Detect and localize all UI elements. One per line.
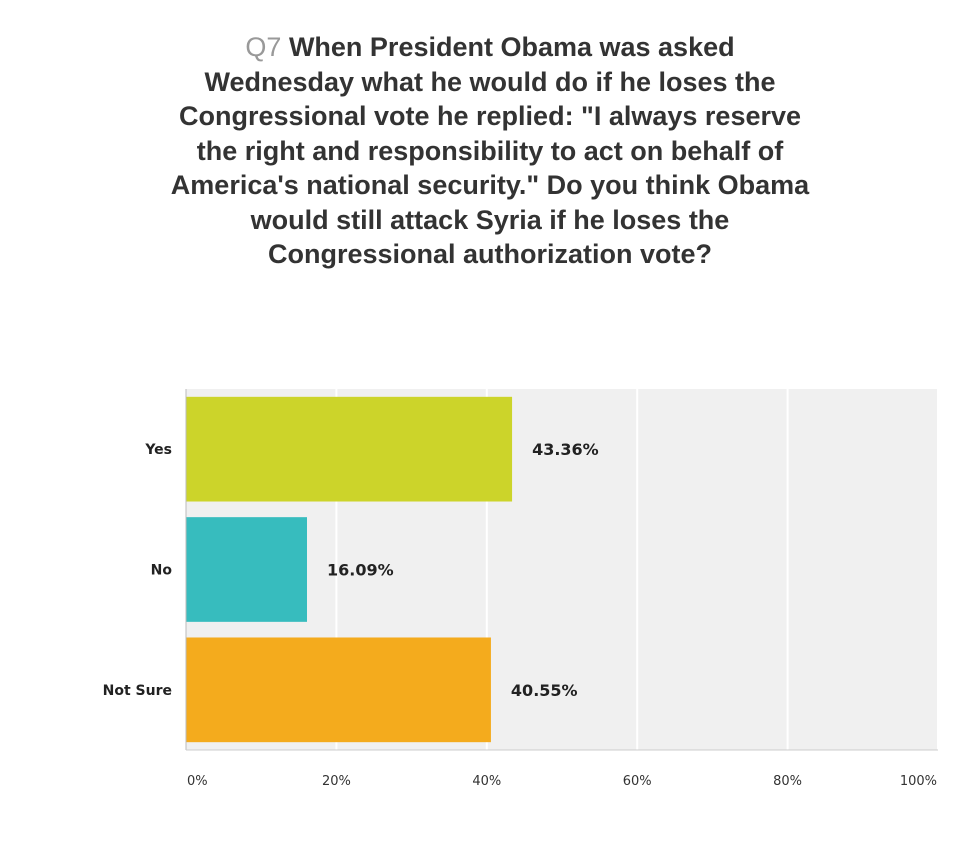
x-tick-label: 80% bbox=[773, 774, 802, 789]
question-title: Q7 When President Obama was asked Wednes… bbox=[170, 30, 810, 272]
x-tick-labels: 0% 20% 40% 60% 80% 100% bbox=[187, 774, 937, 789]
category-label: Not Sure bbox=[103, 683, 172, 699]
category-label: No bbox=[151, 563, 173, 579]
bar-not-sure bbox=[186, 637, 491, 743]
bars: Yes 43.36% No 16.09% Not Sure 40.55% bbox=[103, 396, 599, 743]
question-text: When President Obama was asked Wednesday… bbox=[170, 32, 810, 269]
bar-no bbox=[186, 517, 307, 622]
category-label: Yes bbox=[144, 442, 172, 458]
x-tick-label: 0% bbox=[187, 774, 208, 789]
bar-yes bbox=[186, 396, 513, 502]
value-label: 16.09% bbox=[327, 561, 394, 580]
x-tick-label: 40% bbox=[472, 774, 501, 789]
x-tick-label: 20% bbox=[322, 774, 351, 789]
value-label: 40.55% bbox=[511, 681, 578, 700]
question-number: Q7 bbox=[245, 32, 282, 62]
x-tick-label: 60% bbox=[623, 774, 652, 789]
x-tick-label: 100% bbox=[900, 774, 937, 789]
value-label: 43.36% bbox=[532, 440, 599, 459]
